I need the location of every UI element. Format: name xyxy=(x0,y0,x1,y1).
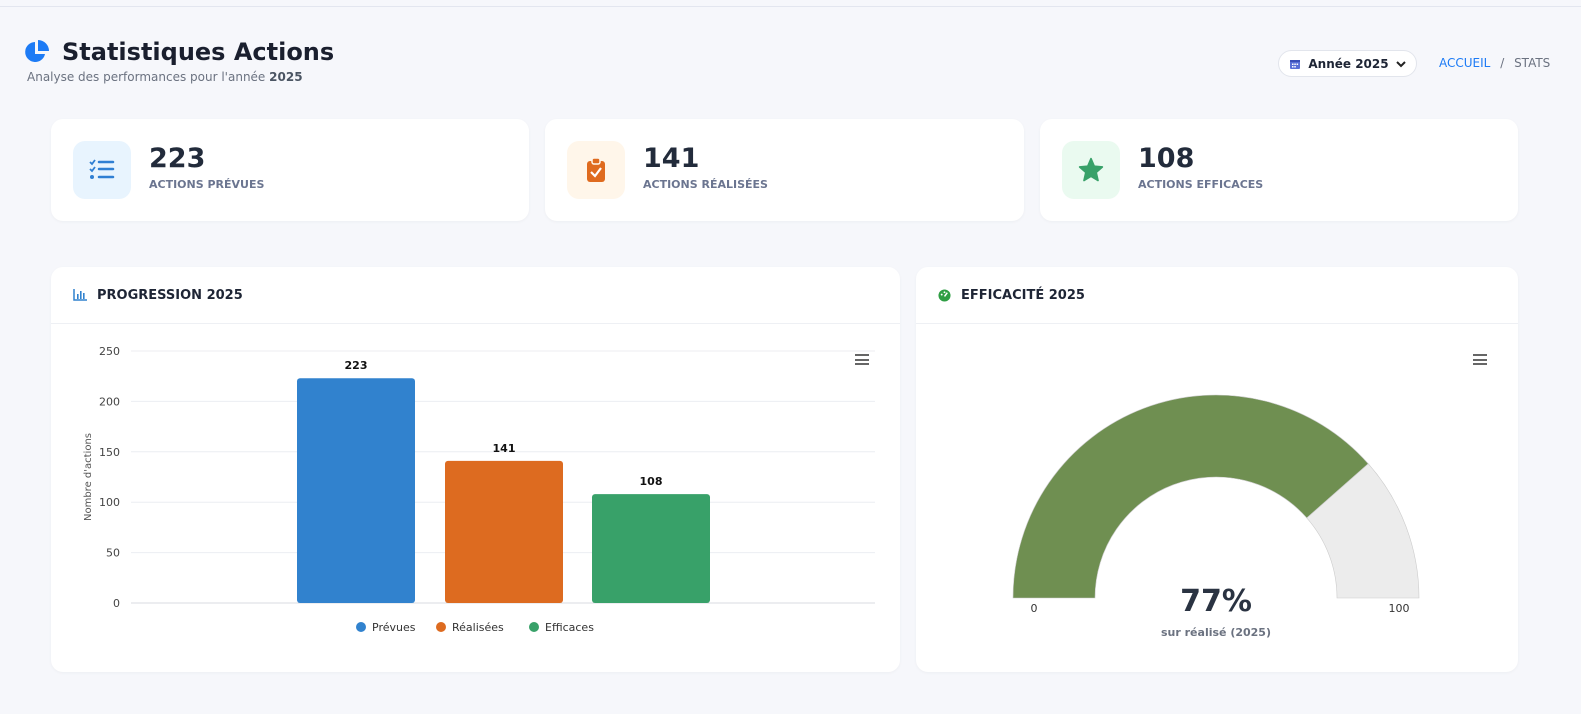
progression-header: PROGRESSION 2025 xyxy=(51,267,900,324)
legend-marker xyxy=(436,622,446,632)
bar-value-label: 223 xyxy=(345,359,368,372)
gauge-value-label: 77% xyxy=(1180,584,1252,619)
calendar-icon xyxy=(1290,59,1301,69)
stat-label: ACTIONS EFFICACES xyxy=(1138,178,1264,191)
stat-label: ACTIONS PRÉVUES xyxy=(149,178,265,191)
y-tick-label: 50 xyxy=(106,547,120,560)
bar-Efficaces xyxy=(592,494,710,603)
breadcrumb-current: STATS xyxy=(1514,56,1551,70)
gauge-chart: 77% sur réalisé (2025) 0 100 xyxy=(1012,394,1420,639)
bar-Prévues xyxy=(297,378,415,603)
stat-label: ACTIONS RÉALISÉES xyxy=(643,178,768,191)
subtitle-year: 2025 xyxy=(269,70,303,84)
clipboard-check-icon xyxy=(567,141,625,199)
page-title: Statistiques Actions xyxy=(24,38,334,66)
gauge-menu-icon[interactable] xyxy=(1473,354,1487,365)
bar-chart: 0 50 100 150 200 250 Nombre d'actions 223 141 108… xyxy=(83,345,875,634)
stat-value: 141 xyxy=(643,143,700,174)
chart-menu-icon[interactable] xyxy=(855,354,869,365)
legend-marker xyxy=(529,622,539,632)
stat-card-prevues: 223 ACTIONS PRÉVUES xyxy=(51,119,529,221)
pie-chart-icon xyxy=(25,40,49,62)
gauge-remaining-arc xyxy=(1306,463,1420,599)
stat-card-efficaces: 108 ACTIONS EFFICACES xyxy=(1040,119,1518,221)
breadcrumb: ACCUEIL / STATS xyxy=(1439,56,1550,70)
gauge-min-label: 0 xyxy=(1031,602,1038,615)
progression-title: PROGRESSION 2025 xyxy=(97,287,243,303)
gauge-icon xyxy=(938,288,951,302)
efficacite-header: EFFICACITÉ 2025 xyxy=(916,267,1518,324)
y-axis-label: Nombre d'actions xyxy=(83,433,94,521)
legend-marker xyxy=(356,622,366,632)
chevron-down-icon xyxy=(1395,60,1406,67)
breadcrumb-home[interactable]: ACCUEIL xyxy=(1439,56,1491,70)
stat-card-realisees: 141 ACTIONS RÉALISÉES xyxy=(545,119,1024,221)
legend-label: Prévues xyxy=(372,621,416,634)
star-icon xyxy=(1062,141,1120,199)
bar-value-label: 108 xyxy=(640,475,663,488)
year-button-label: Année 2025 xyxy=(1308,56,1389,71)
list-check-icon xyxy=(73,141,131,199)
gauge-caption: sur réalisé (2025) xyxy=(1161,626,1271,639)
bar-value-label: 141 xyxy=(493,442,516,455)
top-divider xyxy=(0,6,1581,7)
page-title-text: Statistiques Actions xyxy=(62,38,335,66)
y-tick-label: 100 xyxy=(99,496,120,509)
stat-value: 108 xyxy=(1138,143,1195,174)
stat-value: 223 xyxy=(149,143,206,174)
year-select-button[interactable]: Année 2025 xyxy=(1278,50,1417,77)
gauge-max-label: 100 xyxy=(1389,602,1410,615)
legend-label: Efficaces xyxy=(545,621,594,634)
legend-label: Réalisées xyxy=(452,621,504,634)
page-subtitle: Analyse des performances pour l'année 20… xyxy=(27,70,303,84)
y-tick-label: 150 xyxy=(99,446,120,459)
efficacite-title: EFFICACITÉ 2025 xyxy=(961,287,1085,303)
efficacite-panel: EFFICACITÉ 2025 77% sur réalisé (2025) 0 10… xyxy=(916,267,1518,672)
y-tick-label: 250 xyxy=(99,345,120,358)
progression-panel: PROGRESSION 2025 0 50 100 150 200 250 Nombre d… xyxy=(51,267,900,672)
subtitle-text: Analyse des performances pour l'année xyxy=(27,70,266,84)
y-tick-label: 0 xyxy=(113,597,120,610)
y-tick-label: 200 xyxy=(99,395,120,408)
breadcrumb-separator: / xyxy=(1500,56,1505,70)
bar-Réalisées xyxy=(445,460,563,603)
gauge-value-arc xyxy=(1012,394,1369,599)
bar-chart-icon xyxy=(73,289,87,301)
